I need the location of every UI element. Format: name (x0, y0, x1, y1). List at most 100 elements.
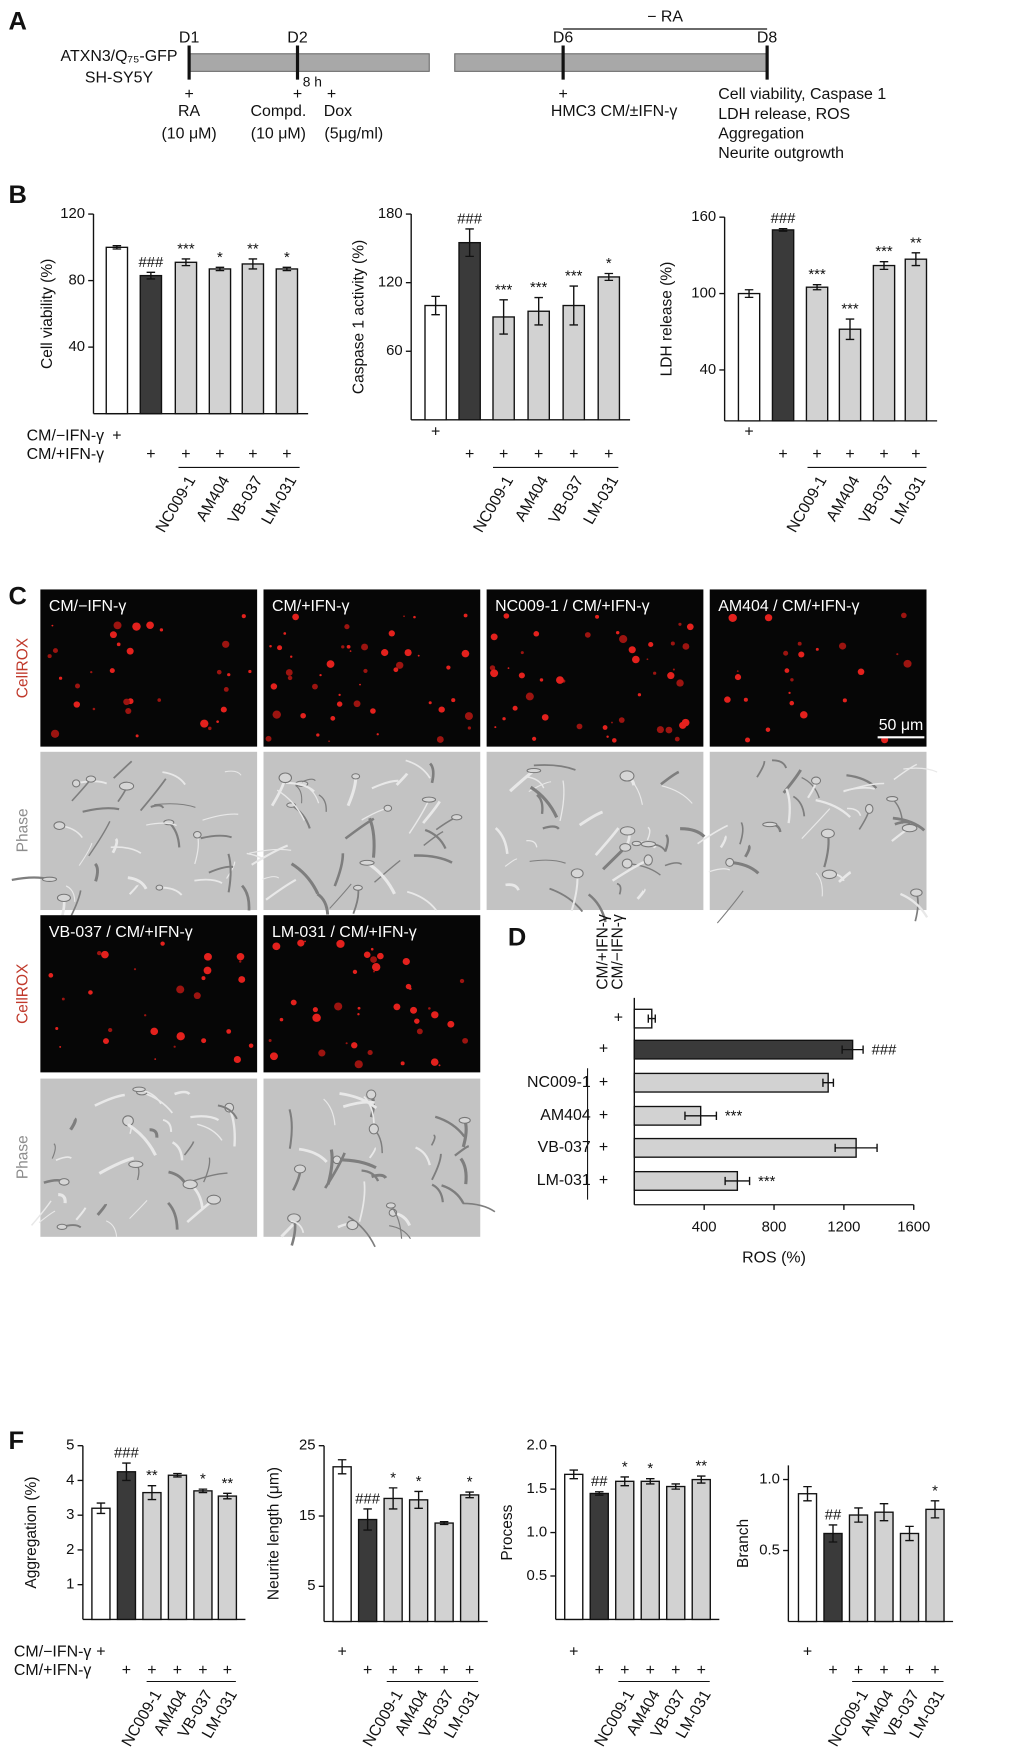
cell-body (458, 1116, 471, 1124)
cell-outline (771, 759, 788, 769)
ros-signal (312, 683, 318, 690)
cell-outline (200, 834, 232, 840)
ros-signal (116, 642, 121, 647)
error-bar (595, 1491, 604, 1496)
ros-signal (783, 650, 789, 656)
significance: ** (910, 235, 922, 251)
ros-signal (416, 1028, 423, 1035)
ros-signal (615, 630, 620, 635)
cell-outline (75, 1207, 87, 1221)
cell-body (366, 1089, 377, 1100)
ros-signal (388, 630, 395, 637)
ros-signal (797, 641, 802, 646)
ros-signal (896, 653, 899, 656)
bar (633, 1170, 739, 1191)
ros-signal (222, 640, 230, 648)
ros-signal (226, 1029, 232, 1034)
bar (874, 1511, 894, 1623)
condition-label: VB-037 / CM/+IFN-γ (49, 924, 193, 941)
error-bar (604, 272, 614, 282)
significance: * (467, 1475, 473, 1491)
cell-outline (846, 774, 878, 789)
ros-signal (90, 670, 93, 674)
condition-label: CM/+IFN-γ (27, 446, 105, 463)
cell-outline (505, 883, 520, 891)
cell-outline (290, 862, 320, 895)
condition-mark: + (215, 446, 224, 463)
condition-label: CM/+IFN-γ (595, 914, 612, 990)
ros-signal (619, 635, 628, 644)
condition-mark: + (599, 1041, 608, 1058)
bar (925, 1508, 945, 1623)
ros-signal (208, 726, 212, 731)
error-bar (834, 1143, 878, 1153)
cell-outline (347, 1215, 376, 1248)
ros-signal (533, 631, 540, 637)
condition-mark: + (181, 446, 190, 463)
cell-body (910, 888, 923, 897)
error-bar (465, 1491, 474, 1499)
ros-signal (381, 649, 389, 657)
event-mark: + (327, 86, 336, 103)
error-bar (911, 252, 921, 267)
cell-outline (113, 760, 133, 779)
y-axis-label: Cell viability (%) (39, 259, 56, 369)
ros-signal (428, 1007, 431, 1010)
bar (193, 1490, 213, 1621)
ros-signal (270, 683, 278, 690)
cell-outline (664, 834, 669, 852)
error-bar (173, 1472, 182, 1478)
ros-signal (146, 621, 154, 629)
y-tick-label: 120 (60, 206, 85, 222)
bar (640, 1480, 660, 1621)
y-tick-label: 2 (66, 1542, 74, 1558)
ros-signal (279, 1017, 284, 1022)
y-tick-label: 80 (68, 273, 85, 289)
cell-outline (838, 871, 852, 883)
ros-signal (227, 673, 231, 677)
ros-signal (75, 683, 81, 689)
cell-outline (371, 779, 399, 790)
ros-signal (265, 735, 272, 742)
ros-signal (73, 701, 81, 708)
cell-outline (298, 1147, 328, 1163)
cell-body (71, 779, 81, 788)
condition-mark: + (198, 1662, 207, 1679)
significance: ### (355, 1492, 381, 1508)
ros-signal (541, 714, 549, 721)
y-tick-label: 180 (378, 206, 403, 222)
cell-outline (276, 789, 306, 821)
condition-mark: + (879, 446, 888, 463)
ros-signal (438, 706, 445, 713)
ros-signal (336, 939, 345, 948)
ros-signal (788, 691, 791, 694)
cell-body (570, 868, 584, 879)
ros-signal (842, 698, 847, 703)
cell-outline (171, 1141, 184, 1161)
condition-mark: + (671, 1662, 680, 1679)
condition-mark: + (646, 1662, 655, 1679)
condition-mark: + (569, 1644, 578, 1661)
ros-signal (176, 985, 185, 994)
ros-signal (404, 649, 412, 657)
cell-body (619, 826, 636, 836)
error-bar (282, 266, 292, 272)
micrograph-pair: CM/+IFN-γ (249, 589, 481, 915)
condition-mark: + (595, 1662, 604, 1679)
y-axis-label: Neurite length (μm) (265, 1467, 282, 1600)
micrograph-pair: CM/−IFN-γ (11, 589, 276, 929)
ros-signal (201, 1038, 207, 1044)
bar (899, 1532, 920, 1623)
error-bar (812, 283, 822, 291)
condition-mark: + (812, 446, 821, 463)
cell-outline (197, 1123, 223, 1141)
condition-mark: + (604, 446, 613, 463)
condition-mark: + (465, 1662, 474, 1679)
ros-signal (372, 970, 376, 973)
cell-outline (58, 1193, 67, 1204)
cell-outline (405, 759, 431, 779)
ros-signal (584, 632, 591, 638)
ros-signal (686, 623, 694, 631)
error-bar (620, 1476, 629, 1487)
cell-outline (441, 1184, 465, 1204)
